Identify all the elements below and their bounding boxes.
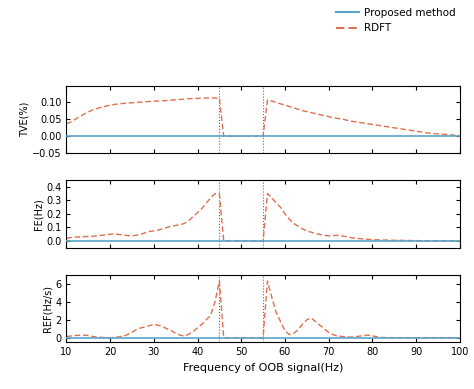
Legend: Proposed method, RDFT: Proposed method, RDFT bbox=[332, 4, 460, 37]
Y-axis label: REF(Hz/s): REF(Hz/s) bbox=[43, 285, 53, 332]
X-axis label: Frequency of OOB signal(Hz): Frequency of OOB signal(Hz) bbox=[183, 363, 343, 373]
Y-axis label: TVE(%): TVE(%) bbox=[19, 102, 29, 137]
Y-axis label: FE(Hz): FE(Hz) bbox=[33, 198, 43, 230]
